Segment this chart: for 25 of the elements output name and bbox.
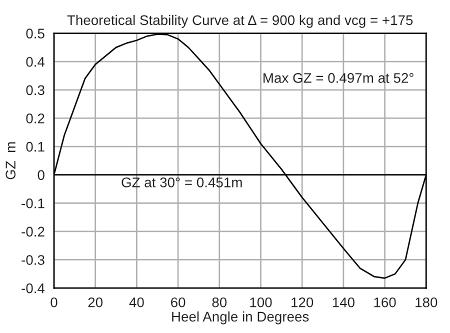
x-tick-label: 140 [332, 297, 354, 308]
y-tick-label: 0.2 [26, 114, 44, 124]
x-tick-label: 160 [374, 297, 396, 308]
x-tick-label: 100 [250, 297, 272, 308]
y-tick-label: 0.4 [26, 56, 45, 67]
x-tick-label: 80 [212, 297, 227, 308]
y-tick-label: 0.1 [26, 142, 44, 152]
y-tick-label: -0.3 [22, 255, 44, 265]
x-tick-label: 60 [171, 297, 186, 308]
annotation: Max GZ = 0.497m at 52° [264, 73, 414, 83]
y-tick-label: 0.5 [26, 28, 44, 38]
x-axis-title: Heel Angle in Degrees [172, 311, 309, 324]
y-tick-label: -0.4 [22, 283, 45, 294]
x-tick-label: 120 [292, 297, 314, 308]
y-tick-label: -0.1 [22, 198, 44, 208]
chart-title: Theoretical Stability Curve at Δ = 900 kg and vcg = +175 [67, 14, 413, 28]
y-tick-label: 0 [38, 170, 44, 180]
y-tick-label: 0.3 [26, 85, 44, 96]
x-tick-label: 40 [129, 297, 144, 308]
annotation: GZ at 30° = 0.451m [122, 177, 242, 188]
x-tick-label: 180 [416, 297, 438, 308]
y-axis-title: GZ m [6, 142, 16, 180]
y-tick-label: -0.2 [22, 226, 44, 237]
x-tick-label: 20 [88, 297, 103, 308]
x-tick-label: 0 [50, 297, 58, 308]
